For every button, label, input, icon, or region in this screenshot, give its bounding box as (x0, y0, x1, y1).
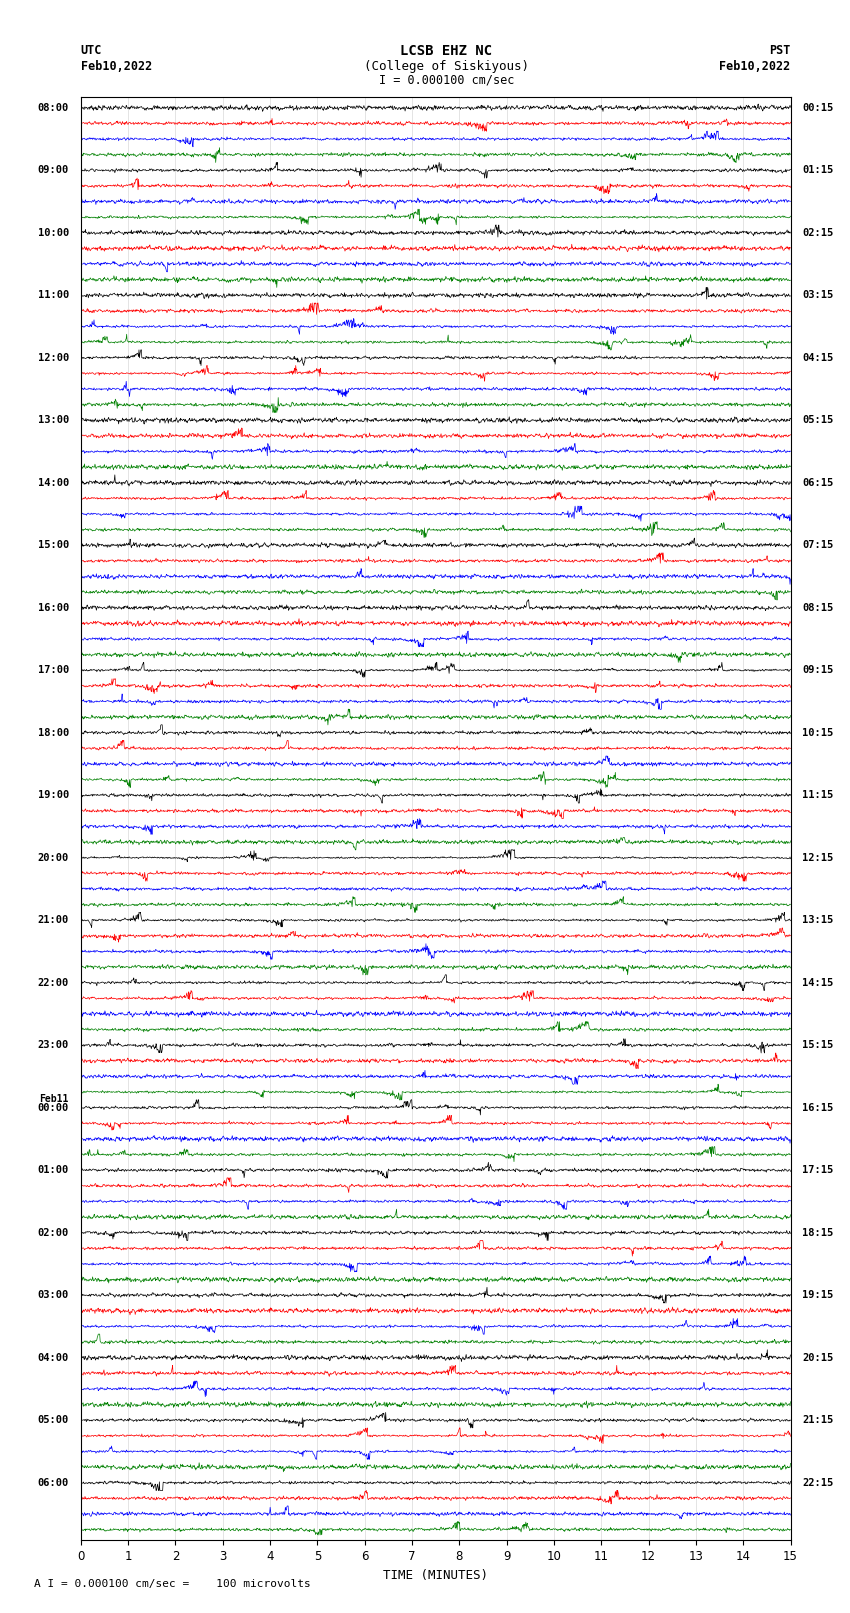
X-axis label: TIME (MINUTES): TIME (MINUTES) (383, 1569, 488, 1582)
Text: 10:00: 10:00 (37, 227, 69, 237)
Text: 03:15: 03:15 (802, 290, 834, 300)
Text: PST: PST (769, 44, 790, 58)
Text: 21:00: 21:00 (37, 915, 69, 926)
Text: 20:15: 20:15 (802, 1353, 834, 1363)
Text: 09:15: 09:15 (802, 665, 834, 676)
Text: 04:00: 04:00 (37, 1353, 69, 1363)
Text: 19:00: 19:00 (37, 790, 69, 800)
Text: 08:00: 08:00 (37, 103, 69, 113)
Text: 13:00: 13:00 (37, 415, 69, 426)
Text: 20:00: 20:00 (37, 853, 69, 863)
Text: 22:00: 22:00 (37, 977, 69, 987)
Text: 11:00: 11:00 (37, 290, 69, 300)
Text: 16:15: 16:15 (802, 1103, 834, 1113)
Text: 07:15: 07:15 (802, 540, 834, 550)
Text: 05:15: 05:15 (802, 415, 834, 426)
Text: 02:00: 02:00 (37, 1227, 69, 1237)
Text: Feb10,2022: Feb10,2022 (81, 60, 152, 73)
Text: 11:15: 11:15 (802, 790, 834, 800)
Text: (College of Siskiyous): (College of Siskiyous) (364, 60, 529, 73)
Text: 09:00: 09:00 (37, 165, 69, 176)
Text: 02:15: 02:15 (802, 227, 834, 237)
Text: 14:15: 14:15 (802, 977, 834, 987)
Text: I = 0.000100 cm/sec: I = 0.000100 cm/sec (378, 73, 514, 87)
Text: 17:15: 17:15 (802, 1165, 834, 1176)
Text: Feb10,2022: Feb10,2022 (719, 60, 791, 73)
Text: 05:00: 05:00 (37, 1415, 69, 1426)
Text: LCSB EHZ NC: LCSB EHZ NC (400, 44, 492, 58)
Text: 12:15: 12:15 (802, 853, 834, 863)
Text: 06:15: 06:15 (802, 477, 834, 487)
Text: 15:15: 15:15 (802, 1040, 834, 1050)
Text: 12:00: 12:00 (37, 353, 69, 363)
Text: 21:15: 21:15 (802, 1415, 834, 1426)
Text: 22:15: 22:15 (802, 1478, 834, 1487)
Text: 18:15: 18:15 (802, 1227, 834, 1237)
Text: Feb11: Feb11 (40, 1094, 69, 1103)
Text: 16:00: 16:00 (37, 603, 69, 613)
Text: 23:00: 23:00 (37, 1040, 69, 1050)
Text: 04:15: 04:15 (802, 353, 834, 363)
Text: 06:00: 06:00 (37, 1478, 69, 1487)
Text: 14:00: 14:00 (37, 477, 69, 487)
Text: 01:15: 01:15 (802, 165, 834, 176)
Text: 10:15: 10:15 (802, 727, 834, 737)
Text: A I = 0.000100 cm/sec =    100 microvolts: A I = 0.000100 cm/sec = 100 microvolts (34, 1579, 311, 1589)
Text: 18:00: 18:00 (37, 727, 69, 737)
Text: 00:15: 00:15 (802, 103, 834, 113)
Text: 01:00: 01:00 (37, 1165, 69, 1176)
Text: 15:00: 15:00 (37, 540, 69, 550)
Text: 13:15: 13:15 (802, 915, 834, 926)
Text: 19:15: 19:15 (802, 1290, 834, 1300)
Text: 08:15: 08:15 (802, 603, 834, 613)
Text: 17:00: 17:00 (37, 665, 69, 676)
Text: 00:00: 00:00 (37, 1103, 69, 1113)
Text: UTC: UTC (81, 44, 102, 58)
Text: 03:00: 03:00 (37, 1290, 69, 1300)
